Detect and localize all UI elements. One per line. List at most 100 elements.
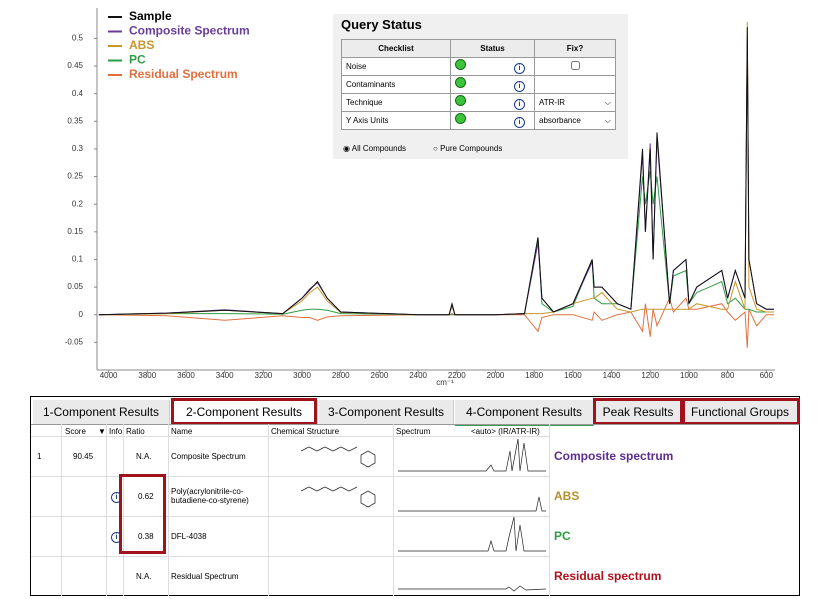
series-line bbox=[98, 296, 774, 348]
y-tick-label: 0.25 bbox=[67, 172, 83, 181]
y-tick-label: 0 bbox=[79, 310, 84, 319]
y-tick-label: 0.2 bbox=[72, 199, 84, 208]
y-tick-label: 0.1 bbox=[72, 255, 84, 264]
column-header: Status bbox=[450, 39, 535, 58]
x-tick-label: 2600 bbox=[371, 371, 389, 380]
compound-name: Poly(acrylonitrile-co-butadiene-co-styre… bbox=[171, 487, 249, 505]
column-header[interactable]: Chemical Structure bbox=[271, 427, 340, 436]
y-tick-label: 0.05 bbox=[67, 282, 83, 291]
info-icon[interactable]: i bbox=[514, 117, 525, 128]
info-icon[interactable]: i bbox=[514, 81, 525, 92]
y-tick-label: -0.05 bbox=[65, 337, 84, 346]
series-line bbox=[98, 27, 774, 316]
ratio: 0.62 bbox=[138, 492, 154, 501]
checklist-table: Checklist Status Fix? Noise i Contaminants i… bbox=[341, 39, 616, 130]
annotation: ABS bbox=[554, 489, 580, 503]
radio-option[interactable]: ◉ All Compounds bbox=[343, 144, 407, 153]
ratio: N.A. bbox=[136, 572, 152, 581]
x-tick-label: 1600 bbox=[564, 371, 582, 380]
x-tick-label: 1800 bbox=[525, 371, 543, 380]
annotation: PC bbox=[554, 529, 571, 543]
ok-icon bbox=[455, 95, 466, 106]
tab[interactable]: 1-Component Results bbox=[33, 400, 170, 424]
fix-dropdown[interactable]: absorbance ⌵ bbox=[534, 111, 616, 130]
divider bbox=[393, 424, 394, 596]
highlight-box bbox=[119, 474, 166, 554]
x-tick-label: 600 bbox=[760, 371, 774, 380]
annotation: Composite spectrum bbox=[554, 449, 674, 463]
x-tick-label: 2000 bbox=[487, 371, 505, 380]
divider bbox=[268, 424, 269, 596]
compound-name: Composite Spectrum bbox=[171, 452, 246, 461]
x-tick-label: 4000 bbox=[100, 371, 118, 380]
tab[interactable]: 3-Component Results bbox=[319, 400, 454, 424]
compound-name: DFL-4038 bbox=[171, 532, 207, 541]
radio-label: All Compounds bbox=[351, 144, 407, 153]
x-tick-label: 1200 bbox=[641, 371, 659, 380]
column-header[interactable]: Spectrum bbox=[396, 427, 431, 436]
highlight-box bbox=[682, 398, 800, 425]
dropdown-value: absorbance bbox=[539, 115, 581, 125]
x-tick-label: 2200 bbox=[448, 371, 466, 380]
column-header[interactable]: Score bbox=[65, 427, 86, 436]
x-tick-label: 3400 bbox=[216, 371, 234, 380]
tab[interactable]: Functional Groups bbox=[683, 400, 798, 424]
legend-label: Residual Spectrum bbox=[129, 67, 238, 81]
x-tick-label: 3800 bbox=[138, 371, 156, 380]
divider bbox=[31, 556, 549, 557]
structure-thumbnails bbox=[300, 446, 376, 508]
spectrum-thumbnails bbox=[398, 438, 547, 592]
y-tick-label: 0.4 bbox=[72, 89, 84, 98]
divider bbox=[123, 424, 124, 596]
column-header[interactable]: Ratio bbox=[126, 427, 145, 436]
info-icon[interactable]: i bbox=[514, 63, 525, 74]
panel-title: Query Status bbox=[341, 17, 422, 32]
check-label: Technique bbox=[341, 93, 451, 112]
legend-label: PC bbox=[129, 53, 146, 67]
legend-label: Sample bbox=[129, 9, 172, 23]
y-tick-label: 0.5 bbox=[72, 34, 84, 43]
x-tick-label: 800 bbox=[721, 371, 735, 380]
compound-name: Residual Spectrum bbox=[171, 572, 239, 581]
x-tick-label: 3600 bbox=[177, 371, 195, 380]
divider bbox=[61, 424, 62, 596]
tab[interactable]: 2-Component Results bbox=[171, 400, 318, 424]
spectrum-hint: <auto> (IR/ATR-IR) bbox=[471, 427, 540, 436]
fix-dropdown[interactable]: ATR-IR ⌵ bbox=[534, 93, 616, 112]
column-header[interactable]: Info bbox=[109, 427, 122, 436]
series-line bbox=[98, 170, 774, 316]
fix-checkbox[interactable] bbox=[570, 61, 580, 70]
divider bbox=[168, 424, 169, 596]
column-header[interactable]: Name bbox=[171, 427, 193, 436]
sort-icon: ▼ bbox=[98, 427, 106, 436]
y-tick-label: 0.3 bbox=[72, 144, 84, 153]
ratio: 0.38 bbox=[138, 532, 154, 541]
info-icon[interactable]: i bbox=[514, 99, 525, 110]
tab[interactable]: 4-Component Results bbox=[455, 400, 594, 426]
x-tick-label: 1000 bbox=[680, 371, 698, 380]
divider bbox=[549, 424, 550, 596]
x-tick-label: 3000 bbox=[293, 371, 311, 380]
score: 90.45 bbox=[73, 452, 94, 461]
ok-icon bbox=[455, 113, 466, 124]
radio-option[interactable]: ○ Pure Compounds bbox=[433, 144, 503, 153]
spectrum-chart: cm⁻¹ -0.05 0 0.05 0.1 0.15 0.2 0.25 0.3 0.35 0.4 0… bbox=[65, 8, 775, 387]
legend-label: Composite Spectrum bbox=[129, 24, 250, 38]
x-tick-label: 1400 bbox=[603, 371, 621, 380]
x-tick-label: 2400 bbox=[409, 371, 427, 380]
check-label: Y Axis Units bbox=[341, 111, 451, 130]
tab[interactable]: Peak Results bbox=[595, 400, 682, 424]
highlight-box bbox=[593, 398, 683, 425]
legend-label: ABS bbox=[129, 38, 154, 52]
y-tick-label: 0.15 bbox=[67, 227, 83, 236]
query-status-panel: Query Status Checklist Status Fix? Noise i … bbox=[333, 14, 628, 159]
row-index: 1 bbox=[37, 452, 42, 461]
x-tick-label: 3200 bbox=[254, 371, 272, 380]
y-tick-label: 0.45 bbox=[67, 61, 83, 70]
ok-icon bbox=[455, 59, 466, 70]
ok-icon bbox=[455, 77, 466, 88]
divider bbox=[31, 424, 799, 425]
highlight-box bbox=[171, 398, 317, 425]
series-line bbox=[98, 21, 774, 316]
